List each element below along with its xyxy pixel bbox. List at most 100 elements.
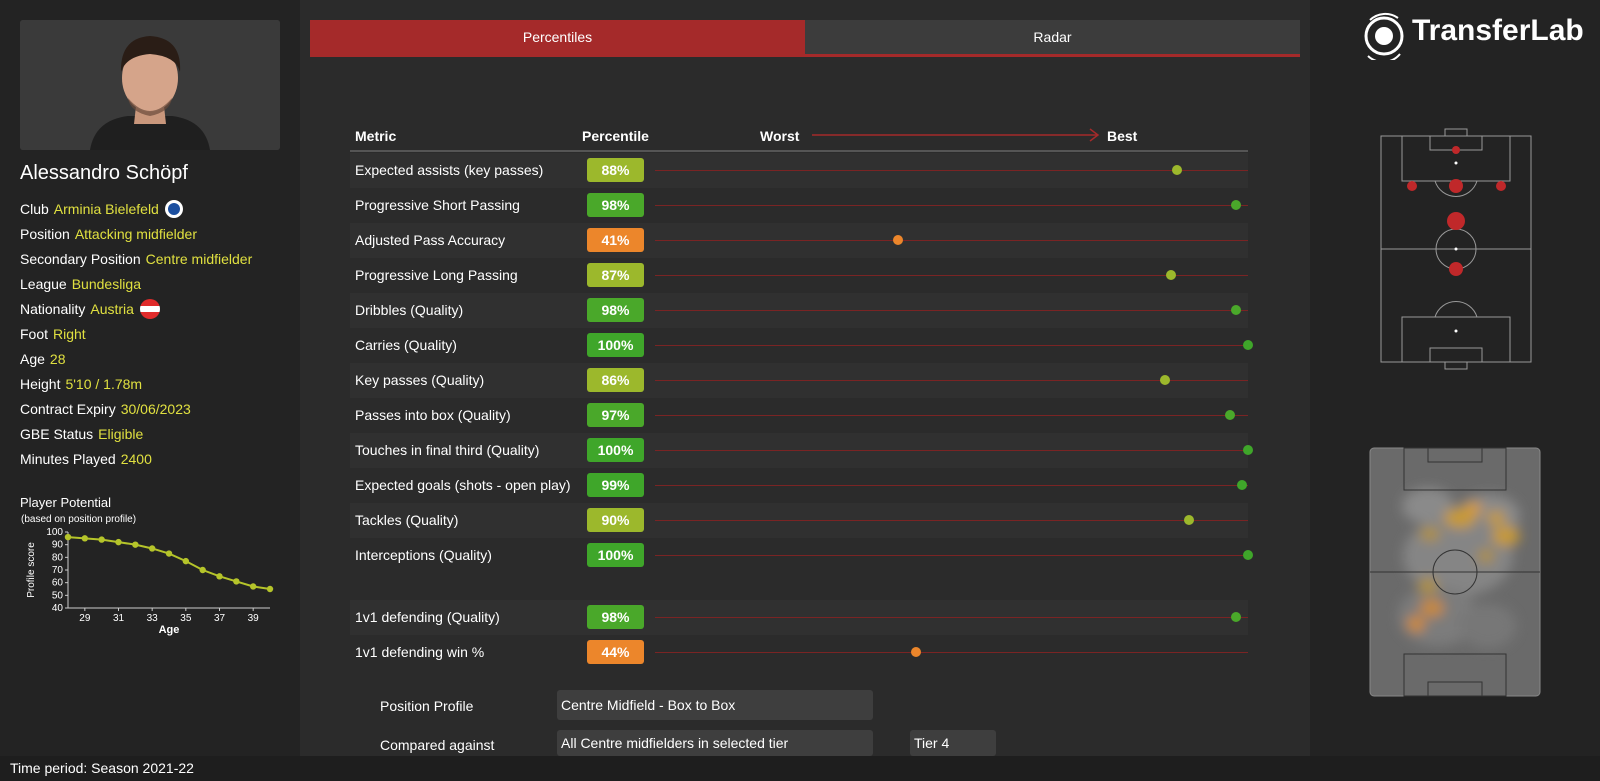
position-profile-select[interactable]: Centre Midfield - Box to Box (557, 690, 873, 720)
club-link[interactable]: Arminia Bielefeld (53, 200, 159, 217)
percentile-badge: 41% (587, 228, 644, 252)
table-gap (350, 573, 1248, 600)
view-tabs: Percentiles Radar (310, 20, 1300, 57)
percentile-track (655, 450, 1248, 451)
y-tick-label: 80 (52, 552, 64, 563)
player-name: Alessandro Schöpf (20, 162, 188, 184)
tab-radar[interactable]: Radar (805, 20, 1300, 54)
percentile-badge: 90% (587, 508, 644, 532)
potential-point (182, 557, 190, 565)
info-height: Height 5'10 / 1.78m (20, 375, 143, 392)
info-foot: Foot Right (20, 325, 86, 342)
potential-point (98, 536, 105, 543)
percentile-track (655, 240, 1248, 241)
potential-point (115, 538, 122, 546)
tier-select[interactable]: Tier 4 (910, 730, 996, 756)
percentile-badge: 98% (587, 605, 644, 629)
percentile-dot[interactable] (1231, 200, 1242, 210)
percentile-badge: 100% (587, 543, 644, 567)
y-tick-label: 50 (52, 590, 64, 601)
potential-point (233, 578, 240, 585)
metric-label: Carries (Quality) (355, 337, 457, 353)
table-row: Dribbles (Quality) 98% (350, 293, 1248, 328)
tab-percentiles[interactable]: Percentiles (310, 20, 805, 54)
metric-label: Progressive Long Passing (355, 267, 518, 283)
brand-name: TransferLab (1412, 14, 1584, 47)
metric-label: Dribbles (Quality) (355, 302, 464, 318)
percentile-dot[interactable] (1243, 340, 1253, 350)
header-best: Best (1107, 128, 1138, 144)
heatmap-pitch (1369, 447, 1541, 697)
metric-label: Passes into box (Quality) (355, 407, 511, 423)
potential-point (165, 550, 173, 557)
x-tick-label: 33 (147, 613, 159, 624)
y-tick-label: 60 (52, 578, 64, 589)
table-row: Expected goals (shots - open play) 99% (350, 468, 1248, 503)
percentile-track (655, 380, 1248, 381)
percentile-dot[interactable] (1165, 270, 1176, 280)
info-league: League Bundesliga (20, 275, 141, 292)
table-row: Carries (Quality) 100% (350, 328, 1253, 363)
table-row: Key passes (Quality) 86% (350, 363, 1248, 398)
header-percentile: Percentile (582, 128, 649, 144)
player-photo-image (20, 20, 280, 150)
table-row: 1v1 defending (Quality) 98% (350, 600, 1248, 635)
y-tick-label: 90 (52, 540, 64, 551)
percentile-badge: 98% (587, 298, 644, 322)
potential-subtitle: (based on position profile) (21, 514, 137, 525)
table-header: Metric Percentile Worst Best (350, 124, 1248, 152)
percentile-dot[interactable] (1159, 375, 1170, 385)
info-minutes-played: Minutes Played 2400 (20, 450, 152, 467)
position-pitch-map (1380, 128, 1532, 370)
info-position: Position Attacking midfielder (20, 225, 197, 242)
percentile-badge: 88% (587, 158, 644, 182)
y-axis-label: Profile score (26, 542, 37, 598)
percentile-track (655, 555, 1248, 556)
percentile-dot[interactable] (1237, 480, 1248, 490)
position-profile-label: Position Profile (380, 698, 474, 714)
percentile-dot[interactable] (1243, 550, 1253, 560)
table-row: Passes into box (Quality) 97% (350, 398, 1248, 433)
metric-label: Tackles (Quality) (355, 512, 459, 528)
percentile-track (655, 345, 1248, 346)
table-row: Tackles (Quality) 90% (350, 503, 1248, 538)
percentile-badge: 97% (587, 403, 644, 427)
x-axis-label: Age (159, 624, 180, 636)
percentile-dot[interactable] (893, 235, 904, 245)
percentile-track (655, 310, 1248, 311)
worst-to-best-arrow-icon (812, 128, 1100, 142)
y-tick-label: 40 (52, 603, 64, 614)
percentile-badge: 99% (587, 473, 644, 497)
club-badge-icon (164, 199, 183, 218)
x-tick-label: 35 (180, 613, 192, 624)
metric-label: Expected assists (key passes) (355, 162, 544, 178)
percentile-dot[interactable] (1171, 165, 1182, 175)
metric-label: 1v1 defending win % (355, 644, 485, 660)
percentile-dot[interactable] (1243, 445, 1253, 455)
metric-label: 1v1 defending (Quality) (355, 609, 500, 625)
compared-against-select[interactable]: All Centre midfielders in selected tier (557, 730, 873, 756)
percentile-dot[interactable] (1225, 410, 1236, 420)
percentile-dot[interactable] (1231, 612, 1242, 622)
percentile-dot[interactable] (910, 647, 921, 657)
potential-point (216, 573, 223, 580)
table-row: Expected assists (key passes) 88% (350, 153, 1248, 188)
percentile-dot[interactable] (1231, 305, 1242, 315)
potential-title: Player Potential (20, 495, 112, 510)
percentile-track (655, 205, 1248, 206)
percentile-track (655, 485, 1248, 486)
potential-point (249, 583, 257, 590)
austria-flag-icon (139, 298, 160, 319)
info-contract-expiry: Contract Expiry 30/06/2023 (20, 400, 191, 417)
table-row: Progressive Long Passing 87% (350, 258, 1248, 293)
header-metric: Metric (355, 128, 397, 144)
info-secondary-position: Secondary Position Centre midfielder (20, 250, 253, 267)
metric-label: Touches in final third (Quality) (355, 442, 540, 458)
player-photo (20, 20, 280, 150)
league-link[interactable]: Bundesliga (71, 275, 141, 292)
potential-point (81, 535, 89, 542)
percentile-dot[interactable] (1183, 515, 1194, 525)
percentile-track (655, 415, 1248, 416)
potential-point (266, 585, 274, 593)
